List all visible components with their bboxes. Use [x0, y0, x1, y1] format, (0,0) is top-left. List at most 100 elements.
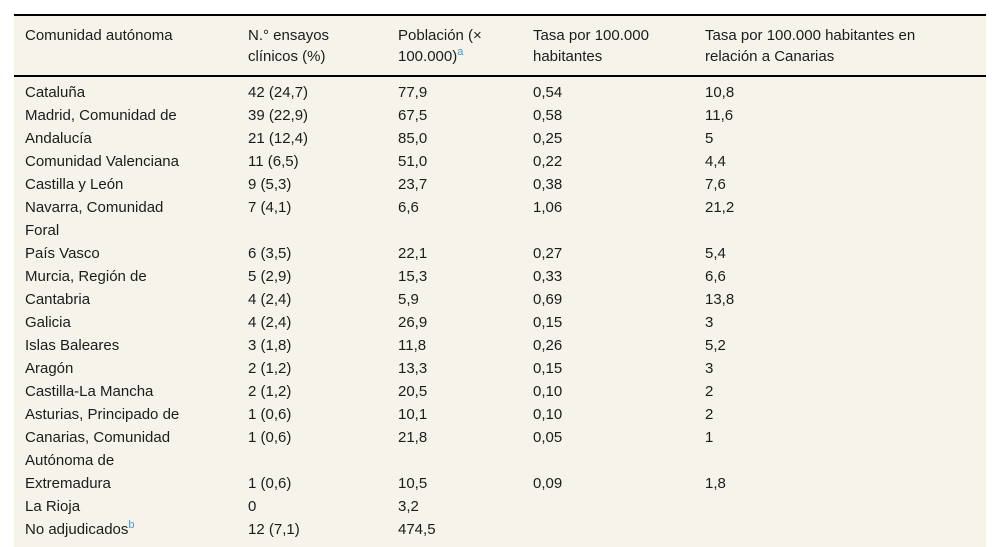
cell-tasa-canarias: 1,8: [705, 475, 726, 492]
cell-ensayos: 21 (12,4): [248, 130, 309, 147]
cell-tasa: 0,10: [533, 383, 563, 400]
cell-tasa: 0,54: [533, 84, 563, 101]
cell-comunidad: Islas Baleares: [14, 334, 248, 357]
table-row: La Rioja 0 3,2: [14, 495, 986, 518]
cell-ensayos: 5 (2,9): [248, 268, 292, 285]
cell-tasa-canarias: 13,8: [705, 291, 735, 308]
cell-comunidad: Andalucía: [14, 127, 248, 150]
cell-tasa: 0,26: [533, 337, 563, 354]
data-table: Comunidad autónoma N.° ensayos clínicos …: [14, 14, 986, 547]
table-row: Cataluña 42 (24,7) 77,9 0,54 10,8: [14, 76, 986, 104]
cell-tasa-canarias: 3: [705, 314, 714, 331]
table-header: Comunidad autónoma N.° ensayos clínicos …: [14, 16, 986, 77]
table-row: Castilla y León 9 (5,3) 23,7 0,38 7,6: [14, 173, 986, 196]
column-header-label: Tasa por 100.000 habitantes: [533, 27, 649, 65]
comunidad-label: Asturias, Principado de: [25, 406, 180, 423]
cell-tasa-canarias: 2: [705, 406, 714, 423]
table-row: No adjudicadosb 12 (7,1) 474,5: [14, 518, 986, 547]
cell-comunidad: Galicia: [14, 311, 248, 334]
cell-tasa: 0,69: [533, 291, 563, 308]
clinical-trials-table: Comunidad autónoma N.° ensayos clínicos …: [14, 16, 986, 547]
comunidad-label: País Vasco: [25, 245, 100, 262]
cell-comunidad: Castilla y León: [14, 173, 248, 196]
cell-ensayos: 4 (2,4): [248, 314, 292, 331]
cell-poblacion: 10,1: [398, 406, 428, 423]
cell-tasa-canarias: 5,4: [705, 245, 726, 262]
comunidad-label: Islas Baleares: [25, 337, 120, 354]
column-header-tasa: Tasa por 100.000 habitantes: [533, 16, 705, 77]
cell-ensayos: 7 (4,1): [248, 199, 292, 216]
cell-comunidad: Canarias, Comunidad Autónoma de: [14, 426, 248, 472]
cell-comunidad: País Vasco: [14, 242, 248, 265]
cell-poblacion: 11,8: [398, 337, 427, 354]
cell-ensayos: 4 (2,4): [248, 291, 292, 308]
cell-comunidad: Extremadura: [14, 472, 248, 495]
footnote-a-link[interactable]: a: [457, 46, 464, 58]
cell-tasa: 0,33: [533, 268, 563, 285]
header-row: Comunidad autónoma N.° ensayos clínicos …: [14, 16, 986, 77]
cell-tasa: 0,27: [533, 245, 563, 262]
cell-ensayos: 1 (0,6): [248, 475, 292, 492]
column-header-label: N.° ensayos clínicos (%): [248, 27, 330, 65]
cell-tasa: [533, 518, 705, 547]
cell-comunidad: Cantabria: [14, 288, 248, 311]
comunidad-label: La Rioja: [25, 498, 81, 515]
cell-poblacion: 21,8: [398, 429, 428, 446]
comunidad-label: Extremadura: [25, 475, 111, 492]
comunidad-label: Andalucía: [25, 130, 92, 147]
cell-poblacion: 474,5: [398, 521, 436, 538]
comunidad-label: Cantabria: [25, 291, 91, 308]
cell-tasa: 1,06: [533, 199, 563, 216]
cell-tasa-canarias: 5: [705, 130, 714, 147]
cell-tasa-canarias: 10,8: [705, 84, 735, 101]
cell-tasa: 0,58: [533, 107, 563, 124]
comunidad-label: Navarra, Comunidad Foral: [25, 199, 164, 239]
column-header-ensayos: N.° ensayos clínicos (%): [248, 16, 398, 77]
cell-comunidad: Castilla-La Mancha: [14, 380, 248, 403]
cell-poblacion: 15,3: [398, 268, 428, 285]
column-header-tasa-canarias: Tasa por 100.000 habitantes en relación …: [705, 16, 986, 77]
cell-comunidad: No adjudicadosb: [14, 518, 248, 547]
cell-tasa-canarias: 3: [705, 360, 714, 377]
cell-ensayos: 42 (24,7): [248, 84, 309, 101]
comunidad-label: Cataluña: [25, 84, 86, 101]
cell-ensayos: 2 (1,2): [248, 360, 292, 377]
table-row: Comunidad Valenciana 11 (6,5) 51,0 0,22 4,4: [14, 150, 986, 173]
cell-ensayos: 2 (1,2): [248, 383, 292, 400]
cell-tasa-canarias: 6,6: [705, 268, 726, 285]
cell-comunidad: Murcia, Región de: [14, 265, 248, 288]
cell-tasa-canarias: 11,6: [705, 107, 734, 124]
column-header-label: Población (× 100.000): [398, 27, 482, 65]
cell-tasa: 0,09: [533, 475, 563, 492]
cell-comunidad: Asturias, Principado de: [14, 403, 248, 426]
table-row: Murcia, Región de 5 (2,9) 15,3 0,33 6,6: [14, 265, 986, 288]
cell-tasa: 0,25: [533, 130, 563, 147]
comunidad-label: Castilla y León: [25, 176, 124, 193]
cell-tasa: 0,05: [533, 429, 563, 446]
cell-poblacion: 67,5: [398, 107, 428, 124]
cell-ensayos: 9 (5,3): [248, 176, 292, 193]
cell-tasa: [533, 495, 705, 518]
footnote-b-link[interactable]: b: [128, 519, 135, 531]
column-header-poblacion: Población (× 100.000)a: [398, 16, 533, 77]
cell-poblacion: 5,9: [398, 291, 419, 308]
cell-comunidad: Aragón: [14, 357, 248, 380]
cell-ensayos: 1 (0,6): [248, 429, 292, 446]
cell-ensayos: 3 (1,8): [248, 337, 292, 354]
comunidad-label: Aragón: [25, 360, 74, 377]
cell-tasa-canarias: 1: [705, 429, 714, 446]
cell-tasa-canarias: 4,4: [705, 153, 726, 170]
cell-poblacion: 85,0: [398, 130, 428, 147]
column-header-label: Comunidad autónoma: [25, 27, 173, 44]
table-body: Cataluña 42 (24,7) 77,9 0,54 10,8 Madrid, Com…: [14, 76, 986, 547]
comunidad-label: Castilla-La Mancha: [25, 383, 154, 400]
column-header-comunidad: Comunidad autónoma: [14, 16, 248, 77]
table-row: Aragón 2 (1,2) 13,3 0,15 3: [14, 357, 986, 380]
comunidad-label: No adjudicados: [25, 521, 129, 538]
cell-ensayos: 1 (0,6): [248, 406, 292, 423]
cell-comunidad: Navarra, Comunidad Foral: [14, 196, 248, 242]
cell-tasa-canarias: 21,2: [705, 199, 735, 216]
cell-poblacion: 6,6: [398, 199, 419, 216]
cell-tasa: 0,38: [533, 176, 563, 193]
table-row: Extremadura 1 (0,6) 10,5 0,09 1,8: [14, 472, 986, 495]
